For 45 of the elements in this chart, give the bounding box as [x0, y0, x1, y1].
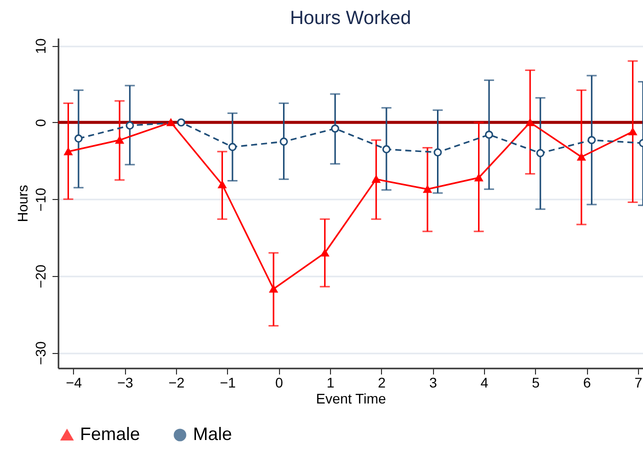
point	[588, 136, 596, 144]
point	[474, 174, 483, 182]
point	[382, 145, 391, 154]
point	[331, 124, 340, 133]
point	[628, 128, 637, 136]
legend-label: Female	[80, 424, 140, 444]
x-tick-label: −4	[66, 374, 82, 390]
legend-label: Male	[193, 424, 232, 444]
point	[74, 134, 83, 143]
y-axis-title: Hours	[14, 184, 30, 222]
y-tick-label: −20	[32, 264, 48, 288]
x-tick-label: 2	[378, 374, 386, 390]
point	[115, 136, 124, 144]
point	[536, 149, 544, 158]
point	[484, 130, 494, 139]
point	[228, 142, 237, 152]
x-tick-label: 6	[583, 374, 592, 390]
point	[218, 180, 226, 188]
point	[372, 176, 380, 183]
point	[423, 186, 432, 193]
x-tick-label: 1	[326, 374, 335, 390]
x-tick-label: −2	[168, 374, 185, 390]
x-tick-label: 3	[429, 374, 438, 390]
y-tick-label: 0	[32, 118, 48, 127]
y-tick-label: −10	[32, 188, 48, 212]
point	[577, 153, 586, 161]
point	[126, 121, 134, 130]
point	[526, 118, 534, 126]
chart-title: Hours Worked	[290, 8, 412, 29]
x-tick-label: 5	[532, 374, 540, 390]
x-axis-title: Event Time	[316, 390, 386, 406]
point	[64, 148, 72, 156]
x-tick-label: 0	[275, 374, 284, 390]
point	[434, 148, 442, 156]
y-tick-label: 10	[32, 38, 48, 54]
point	[269, 285, 278, 293]
y-tick-label: −30	[32, 341, 48, 366]
point	[177, 118, 186, 127]
x-tick-label: 4	[480, 374, 489, 390]
point	[320, 249, 329, 257]
x-tick-label: −3	[117, 374, 134, 390]
point	[280, 138, 288, 146]
x-tick-label: −1	[220, 374, 236, 390]
x-tick-label: 7	[634, 374, 642, 390]
point	[166, 118, 175, 126]
